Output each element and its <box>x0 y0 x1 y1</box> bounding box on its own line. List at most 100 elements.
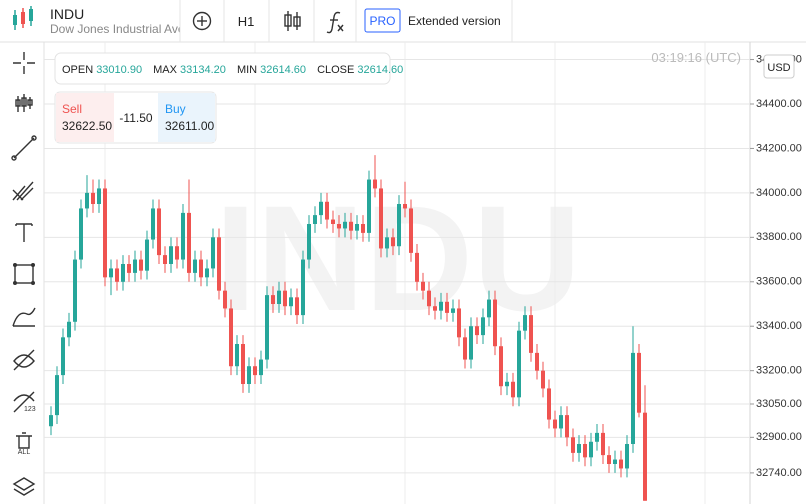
candle-body <box>313 215 317 224</box>
candle-body <box>121 264 125 282</box>
hide-drawings-tool[interactable] <box>13 349 35 371</box>
chart-type-button[interactable] <box>284 11 301 31</box>
candle-body <box>637 352 641 413</box>
sell-button[interactable] <box>56 93 114 142</box>
candle-body <box>607 455 611 464</box>
min-label: MIN <box>237 64 257 76</box>
candle-body <box>403 204 407 209</box>
candle-body <box>433 306 437 311</box>
candle-body <box>73 259 77 322</box>
line-tool[interactable] <box>11 135 37 161</box>
brush-tool[interactable] <box>12 307 36 327</box>
candle-body <box>415 252 419 282</box>
candle-body <box>529 315 533 353</box>
candle-body <box>127 264 131 273</box>
candle-body <box>559 415 563 429</box>
candle-body <box>565 415 569 438</box>
candle-body <box>67 321 71 338</box>
candle-body <box>541 370 545 389</box>
candle-body <box>475 326 479 336</box>
candle-body <box>133 259 137 273</box>
candle-body <box>355 224 359 231</box>
candle-body <box>265 295 269 360</box>
description-clip: Dow Jones Industrial Average <box>50 22 180 36</box>
candle-body <box>259 359 263 376</box>
candle-body <box>319 201 323 216</box>
y-tick-label: 32740.00 <box>756 467 802 479</box>
timeframe-button[interactable]: H1 <box>238 14 255 29</box>
layers-tool[interactable] <box>12 477 36 496</box>
candle-body <box>325 201 329 220</box>
crosshair-tool[interactable] <box>13 52 35 74</box>
text-tool[interactable] <box>15 223 33 242</box>
candle-body <box>511 381 515 398</box>
candle-body <box>535 352 539 371</box>
candle-body <box>361 224 365 233</box>
candle-body <box>85 192 89 209</box>
candle-body <box>343 221 347 229</box>
ohlc-line: OPEN 33010.90 MAX 33134.20 MIN 32614.60 CLO… <box>62 64 403 76</box>
pitchfork-tool[interactable] <box>12 181 34 201</box>
add-indicator-button[interactable] <box>192 11 212 31</box>
candle-body <box>283 290 287 307</box>
y-tick-label: 33200.00 <box>756 365 802 377</box>
candle-body <box>469 326 473 360</box>
candle-body <box>103 188 107 278</box>
buy-button[interactable] <box>158 93 215 142</box>
candle-body <box>445 301 449 313</box>
candle-body <box>583 444 587 458</box>
candle-body <box>463 337 467 360</box>
sell-label: Sell <box>62 102 82 116</box>
delete-all-tool[interactable]: ALL <box>16 432 32 456</box>
max-value: 33134.20 <box>180 64 226 76</box>
shape-tool[interactable] <box>13 263 35 285</box>
candle-body <box>169 246 173 264</box>
candle-body <box>223 290 227 309</box>
formula-button[interactable] <box>326 11 344 34</box>
candle-body <box>595 432 599 442</box>
pro-button[interactable] <box>364 8 401 33</box>
candle-body <box>109 268 113 278</box>
candle-body <box>373 179 377 189</box>
pro-label: PRO <box>369 14 395 28</box>
y-tick-label: 33050.00 <box>756 398 802 410</box>
open-value: 33010.90 <box>96 64 142 76</box>
indicators-tool[interactable] <box>15 94 33 112</box>
open-label: OPEN <box>62 64 93 76</box>
spread: -11.50 <box>119 111 152 125</box>
max-label: MAX <box>153 64 178 76</box>
candle-body <box>451 308 455 313</box>
close-value: 32614.60 <box>357 64 403 76</box>
candle-body <box>61 337 65 376</box>
candle-body <box>115 268 119 282</box>
candle-body <box>499 346 503 387</box>
candle-body <box>235 344 239 367</box>
candle-body <box>295 297 299 316</box>
candle-body <box>457 308 461 338</box>
hide-indicators-tool[interactable]: 123 <box>13 391 36 413</box>
candle-body <box>391 237 395 247</box>
y-tick-label: 34000.00 <box>756 187 802 199</box>
candle-body <box>517 330 521 398</box>
candle-body <box>241 344 245 384</box>
candle-body <box>301 259 305 316</box>
min-value: 32614.60 <box>260 64 306 76</box>
candle-body <box>367 179 371 233</box>
candle-body <box>505 381 509 387</box>
candle-body <box>601 432 605 456</box>
candle-body <box>157 208 161 256</box>
candle-body <box>49 415 53 427</box>
extended-version[interactable]: Extended version <box>408 14 501 28</box>
candle-body <box>175 246 179 260</box>
candle-body <box>307 224 311 260</box>
currency-label: USD <box>767 62 790 74</box>
candle-body <box>247 366 251 384</box>
candle-body <box>163 255 167 264</box>
currency-button[interactable] <box>763 54 795 79</box>
candle-body <box>277 290 281 304</box>
y-tick-label: 34200.00 <box>756 142 802 154</box>
svg-text:ALL: ALL <box>18 449 31 456</box>
candle-body <box>193 259 197 273</box>
candle-body <box>289 297 293 307</box>
